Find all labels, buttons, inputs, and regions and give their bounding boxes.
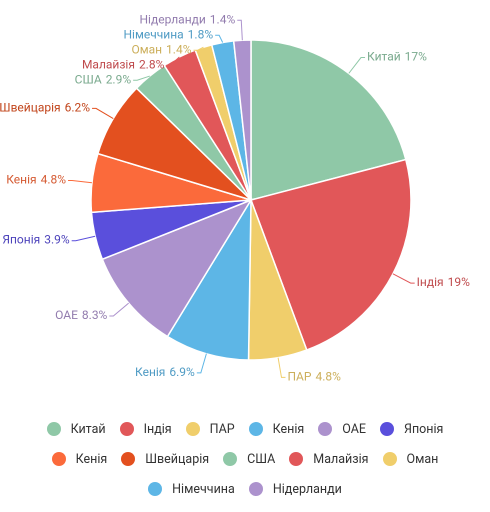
data-label: Німеччина 1.8% [124,27,214,41]
legend-label: Малайзія [313,451,369,467]
label-name: Китай [367,50,401,64]
legend-item[interactable]: Китай [46,420,106,438]
legend-label: Німеччина [172,481,235,497]
label-value: 3.9% [44,233,70,247]
label-value: 6.2% [65,101,91,115]
legend-marker [119,422,134,436]
label-name: Японія [2,233,40,247]
leader-line [277,357,286,378]
label-value: 4.8% [315,370,341,384]
label-value: 1.8% [188,27,214,41]
data-label: США 2.9% [75,72,132,86]
label-value: 6.9% [169,365,195,379]
legend-item[interactable]: Японія [380,420,443,438]
pie-slice [250,158,412,351]
legend-item[interactable]: Кенія [248,420,305,438]
legend: Китай Індія ПАР Кенія ОАЕ Японія Кенія Швейцарі… [5,420,485,498]
label-value: 2.8% [139,57,165,71]
label-value: 1.4% [210,12,236,26]
legend-item[interactable]: Індія [119,420,172,438]
legend-label: Швейцарія [145,451,210,467]
label-value: 4.8% [41,173,67,187]
legend-label: ОАЕ [342,421,366,437]
data-label: ПАР 4.8% [287,370,341,384]
legend-marker [185,422,200,436]
leader-line [166,56,180,66]
data-label: Кенія 4.8% [6,173,66,187]
legend-marker [289,452,304,466]
label-name: Кенія [6,173,36,187]
label-name: ПАР [287,370,311,384]
legend-label: Кенія [272,421,305,437]
label-name: ОАЕ [55,308,78,322]
legend-item[interactable]: Оман [382,450,439,468]
leader-line [215,34,224,43]
legend-label: США [247,451,276,467]
legend-item[interactable]: ПАР [185,420,235,438]
legend-item[interactable]: Німеччина [148,480,235,498]
label-name: США [75,72,102,86]
legend-marker [51,452,66,466]
label-value: 17% [405,50,427,64]
pie-slice [101,198,253,338]
label-value: 2.9% [106,72,132,86]
leader-line [92,107,114,120]
pie-slice [166,197,252,361]
legend-marker [248,482,263,496]
leader-line [133,75,150,81]
legend-item[interactable]: Швейцарія [121,450,209,468]
legend-marker [121,452,136,466]
data-label: Малайзія 2.8% [82,57,165,71]
legend-marker [382,452,397,466]
legend-label: Індія [143,421,172,437]
legend-marker [248,422,263,436]
data-label: Кенія 6.9% [135,365,195,379]
data-label: ОАЕ 8.3% [55,308,107,322]
legend-marker [380,422,394,436]
leader-line [193,46,204,51]
data-label: Китай 17% [367,50,427,64]
legend-marker [148,482,163,496]
legend-item[interactable]: Кенія [51,450,108,468]
legend-item[interactable]: Нідерланди [248,480,342,498]
legend-marker [46,422,61,436]
label-value: 19% [448,275,470,289]
leader-line [71,235,96,242]
legend-label: ПАР [209,421,235,437]
label-name: Оман [131,42,162,56]
legend-label: Нідерланди [272,481,342,497]
data-label: Індія 19% [417,275,470,289]
legend-label: Японія [404,421,444,437]
label-name: Кенія [135,365,165,379]
leader-line [392,273,415,284]
legend-label: Кенія [75,451,108,467]
label-name: Німеччина [124,27,184,41]
label-name: Малайзія [82,57,135,71]
label-value: 1.4% [166,42,192,56]
legend-item[interactable]: США [223,450,275,468]
data-label: Нідерланди 1.4% [140,12,236,26]
legend-label: Оман [406,451,439,467]
label-value: 8.3% [82,308,108,322]
label-name: Нідерланди [140,12,206,26]
leader-line [68,180,92,184]
data-label: Швейцарія 6.2% [0,101,90,115]
leader-line [348,57,366,74]
legend-marker [223,452,238,466]
legend-item[interactable]: Малайзія [289,450,369,468]
data-label: Оман 1.4% [131,42,191,56]
leader-line [237,19,243,41]
legend-label: Китай [70,421,106,437]
legend-item[interactable]: ОАЕ [318,420,366,438]
legend-marker [318,422,333,436]
leader-line [196,353,207,374]
data-label: Японія 3.9% [2,233,69,247]
label-name: Індія [417,275,444,289]
leader-line [109,302,129,317]
chart: Китай 17% Індія 19% ПАР 4.8% Кенія 6.9% ОАЕ 8.3% Я… [0,12,470,384]
label-name: Швейцарія [0,101,61,115]
